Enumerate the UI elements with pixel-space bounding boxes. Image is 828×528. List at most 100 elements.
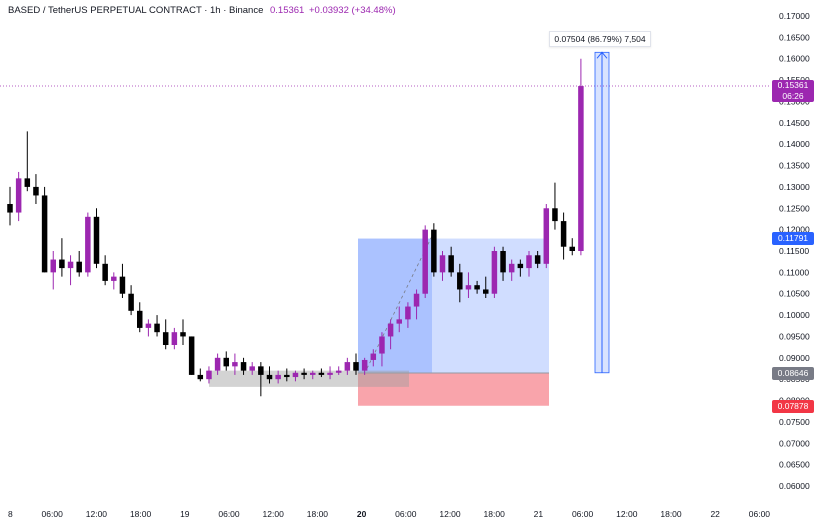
candle-body	[145, 323, 152, 328]
candle-body	[543, 208, 550, 264]
y-tick-label: 0.14500	[779, 118, 810, 128]
position-zones[interactable]	[209, 235, 549, 406]
candle-body	[413, 293, 420, 307]
loss-zone[interactable]	[358, 372, 549, 406]
y-tick-label: 0.09000	[779, 353, 810, 363]
candle-body	[223, 357, 229, 367]
candle-body	[344, 362, 351, 371]
y-tick-label: 0.13500	[779, 161, 810, 171]
y-tick-label: 0.17000	[779, 11, 810, 21]
candle-body	[76, 261, 82, 273]
candle-body	[162, 332, 169, 345]
candle-body	[335, 370, 342, 373]
x-tick-label: 12:00	[439, 509, 461, 519]
y-tick-label: 0.11000	[779, 267, 809, 277]
x-tick-label: 06:00	[218, 509, 240, 519]
candle-body	[258, 366, 264, 375]
candlestick-series	[7, 58, 584, 397]
candle-body	[439, 255, 446, 273]
y-tick-label: 0.06500	[779, 460, 810, 470]
stop-price-tag: 0.11791	[772, 232, 814, 245]
candle-body	[301, 372, 307, 375]
drawing-tools[interactable]	[0, 51, 770, 374]
candle-body	[379, 336, 385, 354]
candle-body	[491, 251, 498, 294]
y-tick-label: 0.16000	[779, 54, 810, 64]
candle-body	[534, 255, 541, 264]
candle-body	[292, 372, 299, 378]
entry-price-tag: 0.08646	[772, 367, 814, 380]
candle-body	[405, 306, 411, 320]
y-tick-label: 0.12500	[779, 203, 810, 213]
candle-body	[422, 229, 428, 294]
y-tick-label: 0.14000	[779, 139, 810, 149]
x-tick-label: 21	[534, 509, 544, 519]
x-tick-label: 20	[357, 509, 367, 519]
x-tick-label: 18:00	[484, 509, 506, 519]
y-tick-label: 0.06000	[779, 481, 810, 491]
candle-body	[318, 372, 325, 375]
x-tick-label: 06:00	[395, 509, 417, 519]
candle-body	[197, 374, 204, 380]
candle-body	[483, 289, 489, 294]
range-box[interactable]	[209, 370, 409, 387]
candle-body	[93, 216, 100, 264]
candle-body	[188, 336, 195, 375]
y-tick-label: 0.13000	[779, 182, 810, 192]
candle-body	[33, 186, 39, 196]
trade-path-line	[366, 235, 433, 369]
candle-body	[214, 357, 221, 371]
y-tick-label: 0.07500	[779, 417, 810, 427]
candle-body	[569, 246, 575, 251]
loss-price-tag: 0.07878	[772, 400, 814, 413]
x-tick-label: 12:00	[263, 509, 285, 519]
candle-body	[206, 370, 212, 380]
candle-body	[180, 332, 186, 337]
candle-body	[240, 362, 247, 371]
candle-body	[275, 374, 281, 380]
price-change: +0.03932 (+34.48%)	[308, 5, 396, 16]
candle-body	[111, 276, 117, 281]
measure-arrow-head	[596, 51, 608, 59]
candle-body	[465, 285, 472, 290]
y-tick-label: 0.10500	[779, 289, 810, 299]
symbol-title: BASED / TetherUS PERPETUAL CONTRACT · 1h…	[8, 5, 264, 16]
candle-body	[500, 251, 506, 273]
candle-body	[457, 272, 463, 290]
candle-body	[154, 323, 160, 333]
candle-body	[232, 362, 238, 367]
candle-body	[448, 255, 454, 273]
x-tick-label: 12:00	[616, 509, 638, 519]
candle-body	[249, 366, 255, 371]
candle-body	[137, 310, 143, 328]
candle-body	[578, 86, 584, 251]
candle-body	[59, 259, 65, 269]
candle-body	[310, 372, 316, 375]
x-tick-label: 22	[710, 509, 720, 519]
candle-body	[526, 255, 532, 269]
y-tick-label: 0.10000	[779, 310, 810, 320]
last-price: 0.15361	[270, 5, 305, 16]
x-axis: 8 06:00 12:00 18:00 19 06:00 12:00 18:00 20 06:00…	[8, 509, 770, 519]
x-tick-label: 06:00	[749, 509, 771, 519]
x-tick-label: 06:00	[572, 509, 594, 519]
x-tick-label: 18:00	[307, 509, 329, 519]
candle-body	[85, 216, 91, 273]
candle-body	[517, 263, 524, 269]
candle-body	[266, 374, 273, 380]
y-tick-label: 0.09500	[779, 331, 810, 341]
candle-body	[474, 285, 480, 290]
candle-body	[431, 229, 437, 273]
candle-body	[128, 293, 134, 311]
y-tick-label: 0.12000	[779, 225, 810, 235]
candle-body	[387, 323, 394, 337]
candle-body	[24, 178, 31, 187]
candle-body	[508, 263, 515, 273]
x-tick-label: 12:00	[86, 509, 108, 519]
y-tick-label: 0.11500	[779, 246, 809, 256]
candle-body	[370, 353, 377, 360]
y-tick-label: 0.16500	[779, 32, 810, 42]
candle-body	[327, 372, 333, 375]
candle-body	[353, 362, 359, 371]
